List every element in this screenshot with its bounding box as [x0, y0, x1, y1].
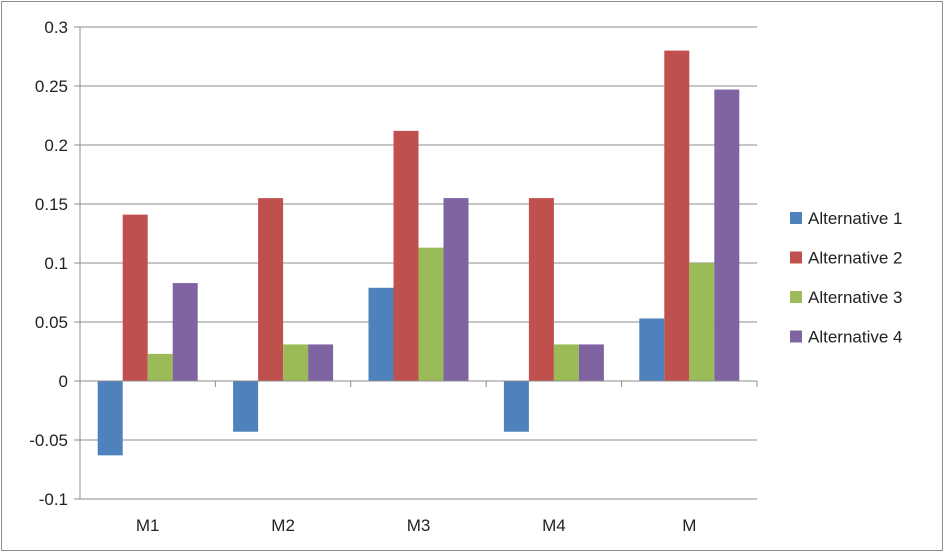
- bar-m2-series-1: [233, 381, 259, 432]
- x-tick-label: M1: [136, 516, 160, 535]
- y-tick-label: 0: [59, 372, 68, 391]
- x-tick-label: M: [682, 516, 696, 535]
- bar-m2-series-4: [308, 344, 334, 381]
- x-tick-label: M3: [407, 516, 431, 535]
- y-tick-label: 0.1: [44, 254, 68, 273]
- legend-swatch: [790, 212, 802, 224]
- bar-m4-series-2: [528, 198, 554, 381]
- y-tick-label: 0.05: [35, 313, 68, 332]
- bar-m3-series-2: [393, 130, 419, 381]
- bar-m2-series-3: [283, 344, 309, 381]
- bar-m4-series-4: [578, 344, 604, 381]
- bar-m3-series-1: [368, 287, 394, 381]
- legend-swatch: [790, 330, 802, 343]
- bar-m3-series-4: [443, 198, 469, 381]
- bar-m2-series-2: [258, 198, 284, 381]
- bar-m1-series-2: [122, 214, 148, 381]
- y-tick-label: 0.25: [35, 77, 68, 96]
- legend-swatch: [790, 251, 802, 264]
- bar-m4-series-1: [503, 381, 529, 432]
- legend-swatch: [790, 291, 802, 303]
- legend-label: Alternative 1: [808, 209, 903, 228]
- bar-m1-series-3: [147, 353, 173, 381]
- y-tick-label: 0.2: [44, 136, 68, 155]
- legend-label: Alternative 2: [808, 249, 903, 268]
- legend: Alternative 1 Alternative 2 Alternative 3 A…: [790, 209, 903, 347]
- bar-m1-series-1: [97, 381, 123, 456]
- bar-m4-series-3: [553, 344, 579, 381]
- axes: -0.1 -0.05 0 0.05 0.1 0.15 0.2 0.25 0.3 M1 M2 M3 M4 M: [29, 18, 758, 535]
- bars: [97, 50, 740, 456]
- bar-m-series-1: [639, 318, 665, 381]
- bar-m-series-4: [714, 89, 740, 381]
- legend-label: Alternative 3: [808, 288, 903, 307]
- bar-m1-series-4: [172, 283, 198, 381]
- bar-m-series-2: [664, 50, 690, 381]
- y-tick-label: 0.3: [44, 18, 68, 37]
- x-tick-label: M4: [542, 516, 566, 535]
- bar-m3-series-3: [418, 247, 444, 381]
- bar-m-series-3: [689, 263, 715, 381]
- x-tick-label: M2: [271, 516, 295, 535]
- y-tick-label: -0.05: [29, 431, 68, 450]
- legend-label: Alternative 4: [808, 328, 903, 347]
- y-tick-label: -0.1: [39, 490, 68, 509]
- y-tick-label: 0.15: [35, 195, 68, 214]
